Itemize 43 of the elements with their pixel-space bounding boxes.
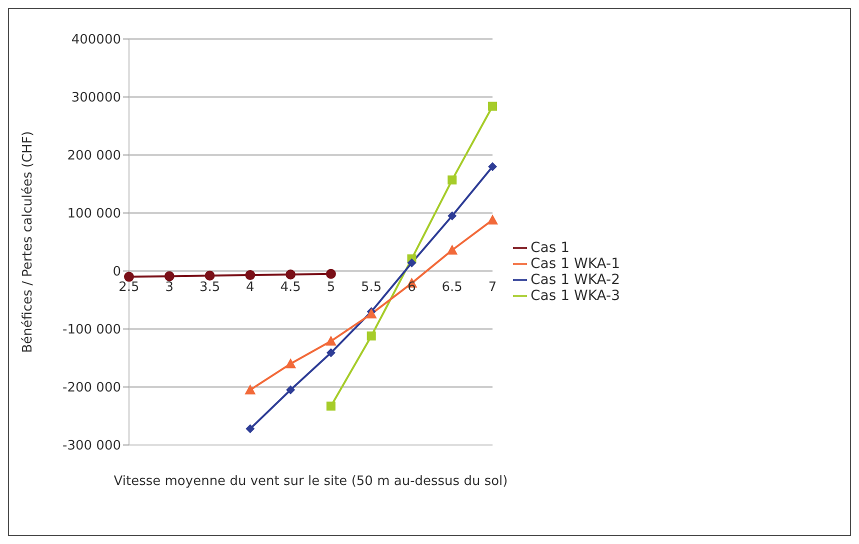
point [326,268,336,279]
point [326,348,336,358]
y-tick-label: 100 000 [67,206,121,222]
point [407,258,416,268]
legend-label: Cas 1 WKA-1 [530,256,620,272]
point [204,270,215,281]
point [286,269,296,280]
legend-label: Cas 1 WKA-2 [530,272,620,288]
point [246,424,255,434]
x-tick-label: 6.5 [442,280,462,295]
y-tick-label: -100 000 [62,322,121,338]
point [325,336,336,346]
point [245,270,256,280]
y-tick-label: 400000 [71,32,121,48]
point [448,175,457,184]
x-tick-label: 3 [165,280,174,295]
y-tick-label: 300000 [71,90,121,106]
legend-label: Cas 1 WKA-3 [530,288,620,304]
point [448,211,457,220]
x-tick-label: 4 [246,280,254,295]
y-tick-label: -300 000 [62,438,121,454]
x-tick-label: 5 [326,280,336,295]
y-tick-label: 0 [112,264,121,280]
x-tick-label: 2.5 [118,280,140,295]
point [487,214,498,224]
y-axis-title: Bénéfices / Pertes calculées (CHF) [20,131,36,353]
point [366,331,376,340]
y-tick-label: 200 000 [67,148,121,164]
y-tick-label: -200 000 [62,380,121,396]
x-tick-label: 3.5 [199,280,220,295]
legend-label: Cas 1 [530,240,570,256]
point [286,385,296,394]
point [244,384,256,394]
x-axis-title: Vitesse moyenne du vent sur le site (50 m au-dessus du sol) [114,474,508,489]
point [488,162,498,172]
point [326,402,336,411]
point [488,102,498,111]
x-tick-label: 7 [488,280,497,295]
point [446,244,458,255]
x-tick-label: 4.5 [280,280,301,295]
point [285,358,296,368]
x-tick-label: 5.5 [361,280,382,295]
point [164,271,174,282]
